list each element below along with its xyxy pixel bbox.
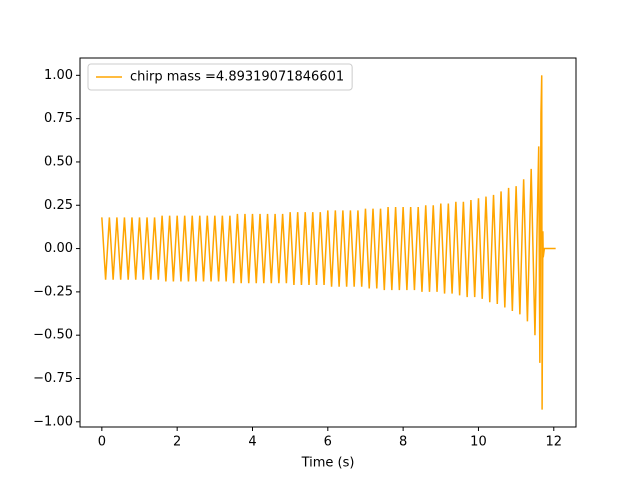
legend-label: chirp mass =4.89319071846601 <box>130 70 344 85</box>
x-tick-label: 6 <box>324 435 332 450</box>
y-tick-label: −0.75 <box>33 371 73 386</box>
y-tick-label: 1.00 <box>44 68 73 83</box>
x-tick-label: 12 <box>546 435 563 450</box>
x-tick-label: 10 <box>470 435 487 450</box>
x-tick-label: 2 <box>173 435 181 450</box>
y-tick-label: −0.50 <box>33 328 73 343</box>
legend-box <box>87 63 353 91</box>
x-axis-label: Time (s) <box>301 456 355 471</box>
y-tick-label: −1.00 <box>33 414 73 429</box>
y-tick-label: 0.75 <box>44 111 73 126</box>
legend: chirp mass =4.89319071846601 <box>87 63 353 91</box>
x-tick-label: 0 <box>98 435 106 450</box>
axes-frame <box>79 57 577 428</box>
line-series <box>101 75 556 410</box>
y-tick-label: 0.00 <box>44 241 73 256</box>
y-tick-label: −0.25 <box>33 284 73 299</box>
x-tick-label: 4 <box>248 435 256 450</box>
y-tick-label: 0.50 <box>44 154 73 169</box>
x-tick-label: 8 <box>399 435 407 450</box>
y-tick-label: 0.25 <box>44 198 73 213</box>
